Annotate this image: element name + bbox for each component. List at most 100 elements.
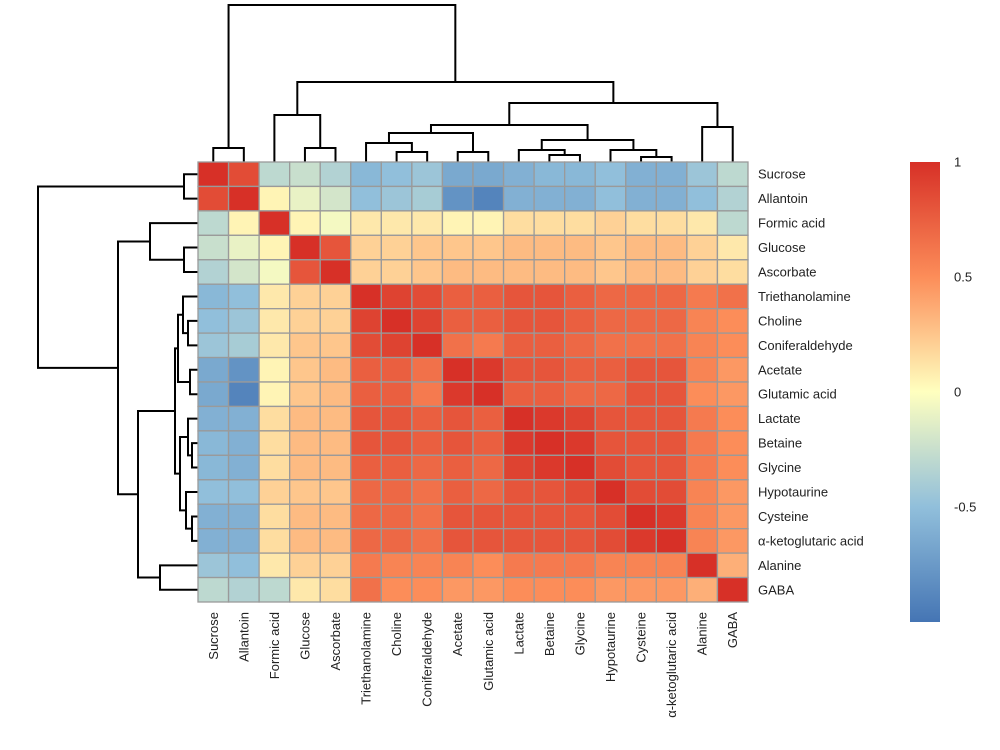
heatmap-cell-7-15 [655, 332, 688, 359]
heatmap-cell-8-14 [625, 356, 657, 383]
heatmap-cell-9-1 [227, 381, 260, 408]
heatmap-cell-8-4 [319, 356, 352, 383]
column-label: GABA [725, 612, 740, 648]
heatmap-cell-1-5 [350, 185, 382, 212]
heatmap-cell-5-15 [655, 283, 688, 310]
heatmap-cell-15-0 [197, 528, 230, 554]
heatmap-cell-14-10 [502, 503, 535, 530]
heatmap-cell-6-8 [441, 308, 474, 334]
colorbar-tick-label: 0 [954, 385, 961, 400]
heatmap-cell-13-17 [716, 479, 749, 505]
heatmap-cell-8-9 [472, 356, 505, 383]
heatmap-cell-11-15 [655, 430, 688, 456]
column-labels: Sucrose Allantoin Formic acid Glucose Ascorb… [206, 612, 740, 718]
heatmap-cell-6-11 [533, 308, 566, 334]
heatmap-cell-9-9 [472, 381, 505, 408]
heatmap-cell-16-10 [502, 552, 535, 579]
heatmap-cell-11-12 [564, 430, 596, 456]
heatmap-cell-13-6 [380, 479, 413, 505]
heatmap-cell-5-4 [319, 283, 352, 310]
heatmap-cell-17-11 [533, 576, 566, 603]
row-label: Lactate [758, 411, 801, 426]
heatmap-cell-12-1 [227, 454, 260, 481]
column-label: Hypotaurine [603, 612, 618, 682]
heatmap-cell-3-8 [441, 234, 474, 261]
heatmap-cell-3-14 [625, 234, 657, 261]
heatmap-cell-11-14 [625, 430, 657, 456]
heatmap-cell-15-16 [686, 528, 719, 554]
column-label: Glutamic acid [481, 612, 496, 691]
dendrogram-branch [640, 156, 673, 162]
heatmap-cell-1-1 [227, 185, 260, 212]
heatmap-cell-17-6 [380, 576, 413, 603]
heatmap-cell-17-2 [258, 576, 291, 603]
heatmap-cell-2-17 [716, 210, 749, 236]
heatmap-cell-14-0 [197, 503, 230, 530]
heatmap-cell-7-3 [289, 332, 321, 359]
heatmap-cell-10-6 [380, 405, 413, 432]
heatmap-cell-6-3 [289, 308, 321, 334]
heatmap-cell-5-5 [350, 283, 382, 310]
column-label: Sucrose [206, 612, 221, 660]
heatmap-cell-3-17 [716, 234, 749, 261]
heatmap-cell-17-7 [411, 576, 444, 603]
heatmap-cell-12-2 [258, 454, 291, 481]
column-label: Acetate [450, 612, 465, 656]
heatmap-cell-4-5 [350, 259, 382, 285]
row-label: Triethanolamine [758, 289, 851, 304]
dendrogram-branch [182, 295, 198, 335]
heatmap-cell-6-17 [716, 308, 749, 334]
heatmap-cell-6-5 [350, 308, 382, 334]
heatmap-cell-13-0 [197, 479, 230, 505]
heatmap-cell-7-1 [227, 332, 260, 359]
heatmap-cell-9-2 [258, 381, 291, 408]
heatmap-cell-7-0 [197, 332, 230, 359]
column-label: Lactate [511, 612, 526, 655]
heatmap-cell-17-15 [655, 576, 688, 603]
heatmap-cell-13-9 [472, 479, 505, 505]
heatmap-cell-12-7 [411, 454, 444, 481]
heatmap-cell-14-16 [686, 503, 719, 530]
heatmap-cell-3-10 [502, 234, 535, 261]
heatmap-cell-6-1 [227, 308, 260, 334]
heatmap-cell-14-12 [564, 503, 596, 530]
heatmap-cell-11-5 [350, 430, 382, 456]
heatmap-cell-10-4 [319, 405, 352, 432]
heatmap-cell-5-3 [289, 283, 321, 310]
heatmap-cell-1-13 [594, 185, 627, 212]
heatmap-cell-2-6 [380, 210, 413, 236]
heatmap-cell-3-11 [533, 234, 566, 261]
heatmap-cell-8-17 [716, 356, 749, 383]
heatmap-cell-2-9 [472, 210, 505, 236]
heatmap-cell-8-15 [655, 356, 688, 383]
heatmap-cell-8-12 [564, 356, 596, 383]
heatmap-cell-12-6 [380, 454, 413, 481]
heatmap-cell-13-13 [594, 479, 627, 505]
heatmap-cell-0-4 [319, 161, 352, 188]
heatmap-cell-9-5 [350, 381, 382, 408]
heatmap-cell-0-1 [227, 161, 260, 188]
heatmap-cell-2-12 [564, 210, 596, 236]
heatmap-cell-13-2 [258, 479, 291, 505]
heatmap-cell-16-16 [686, 552, 719, 579]
heatmap-cell-10-13 [594, 405, 627, 432]
heatmap-cell-15-8 [441, 528, 474, 554]
heatmap-cell-0-15 [655, 161, 688, 188]
heatmap-cell-16-1 [227, 552, 260, 579]
heatmap-cell-0-3 [289, 161, 321, 188]
heatmap-cell-4-2 [258, 259, 291, 285]
heatmap-cell-0-17 [716, 161, 749, 188]
dendrogram-branch [117, 240, 150, 496]
heatmap-cell-3-0 [197, 234, 230, 261]
heatmap-cell-3-9 [472, 234, 505, 261]
heatmap-cell-5-2 [258, 283, 291, 310]
heatmap-cell-4-0 [197, 259, 230, 285]
heatmap-cell-6-4 [319, 308, 352, 334]
heatmap-cell-10-8 [441, 405, 474, 432]
heatmap-cell-1-0 [197, 185, 230, 212]
heatmap-cell-2-7 [411, 210, 444, 236]
heatmap-cell-15-17 [716, 528, 749, 554]
heatmap-cell-0-10 [502, 161, 535, 188]
heatmap-cell-7-12 [564, 332, 596, 359]
heatmap-cell-6-12 [564, 308, 596, 334]
